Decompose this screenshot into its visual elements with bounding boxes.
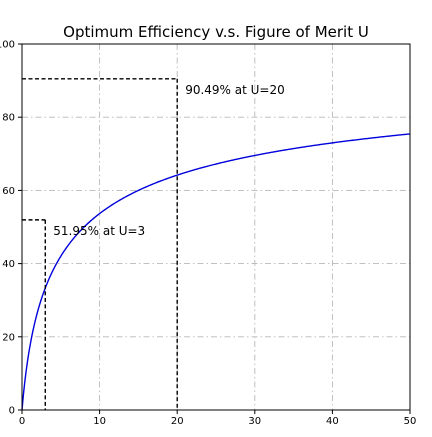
reference-annotation: 90.49% at U=20 bbox=[185, 83, 285, 97]
axis-ticks: 0 10 20 30 40 50 0 20 40 60 80 100 bbox=[0, 40, 416, 428]
chart-title: Optimum Efficiency v.s. Figure of Merit … bbox=[63, 23, 369, 41]
y-tick-label: 60 bbox=[2, 186, 15, 197]
y-tick-label: 0 bbox=[9, 406, 15, 417]
x-tick-label: 30 bbox=[248, 416, 261, 427]
series-layer bbox=[21, 133, 411, 411]
y-tick-label: 20 bbox=[2, 332, 15, 343]
y-tick-label: 80 bbox=[2, 113, 15, 124]
y-tick-label: 40 bbox=[2, 259, 15, 270]
x-tick-label: 10 bbox=[93, 416, 106, 427]
x-tick-label: 40 bbox=[326, 416, 339, 427]
reference-annotation: 51.95% at U=3 bbox=[53, 224, 145, 238]
plot-frame bbox=[21, 43, 411, 411]
y-tick-label: 100 bbox=[0, 40, 15, 51]
x-tick-label: 0 bbox=[19, 416, 25, 427]
x-tick-label: 20 bbox=[171, 416, 184, 427]
efficiency-curve bbox=[21, 133, 411, 411]
reference-markers: 51.95% at U=3 90.49% at U=20 bbox=[22, 78, 285, 410]
x-tick-label: 50 bbox=[404, 416, 417, 427]
